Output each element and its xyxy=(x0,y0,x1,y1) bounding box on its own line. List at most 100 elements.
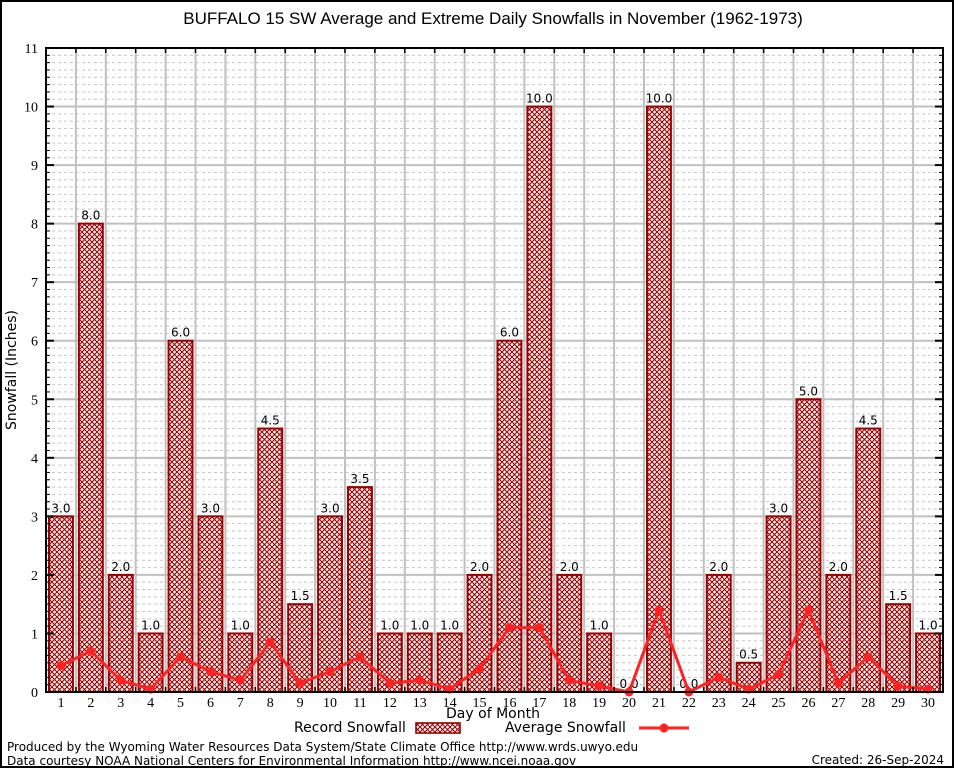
bar-value-label: 1.5 xyxy=(889,589,908,603)
legend-average-snowfall-label: Average Snowfall xyxy=(504,720,626,736)
record-snowfall-bar xyxy=(645,105,672,693)
average-snowfall-point xyxy=(893,681,903,691)
x-tick-label: 18 xyxy=(562,696,576,711)
x-tick-label: 15 xyxy=(473,696,487,711)
x-tick-label: 5 xyxy=(177,696,184,711)
average-snowfall-point xyxy=(534,623,544,633)
average-snowfall-point xyxy=(325,667,335,677)
record-snowfall-bar xyxy=(556,573,583,694)
legend: Record Snowfall Average Snowfall xyxy=(44,719,942,737)
average-snowfall-point xyxy=(295,678,305,688)
bar-value-label: 2.0 xyxy=(111,560,130,574)
average-snowfall-point xyxy=(564,675,574,685)
bar-value-label: 6.0 xyxy=(171,326,190,340)
bar-value-label: 3.0 xyxy=(51,501,70,515)
bar-value-label: 1.0 xyxy=(919,618,938,632)
record-snowfall-bar xyxy=(765,515,792,694)
x-tick-label: 23 xyxy=(712,696,726,711)
record-snowfall-bar xyxy=(317,515,344,694)
bar-value-label: 1.0 xyxy=(231,618,250,632)
average-snowfall-point xyxy=(594,681,604,691)
bar-value-label: 0.5 xyxy=(739,648,758,662)
record-snowfall-bar xyxy=(795,398,822,693)
bar-value-label: 2.0 xyxy=(560,560,579,574)
bar-value-label: 1.0 xyxy=(590,618,609,632)
average-snowfall-point xyxy=(863,652,873,662)
y-tick-label: 4 xyxy=(31,452,38,467)
chart-title: BUFFALO 15 SW Average and Extreme Daily … xyxy=(183,9,803,28)
average-snowfall-point xyxy=(415,675,425,685)
y-tick-label: 0 xyxy=(31,686,38,701)
y-tick-label: 10 xyxy=(24,101,38,116)
average-snowfall-point xyxy=(774,669,784,679)
footer-data-courtesy: Data courtesy NOAA National Centers for … xyxy=(7,754,577,768)
x-tick-label: 30 xyxy=(921,696,935,711)
y-tick-label: 3 xyxy=(31,510,38,525)
footer-produced-by: Produced by the Wyoming Water Resources … xyxy=(7,740,639,754)
average-snowfall-point xyxy=(86,646,96,656)
record-snowfall-bar xyxy=(107,573,134,694)
average-snowfall-point xyxy=(355,652,365,662)
record-snowfall-bar xyxy=(915,632,942,693)
average-snowfall-point xyxy=(176,652,186,662)
x-tick-label: 1 xyxy=(57,696,64,711)
bar-value-label: 8.0 xyxy=(81,209,100,223)
average-snowfall-point xyxy=(205,667,215,677)
x-tick-label: 28 xyxy=(861,696,875,711)
x-tick-label: 14 xyxy=(443,696,457,711)
x-tick-label: 6 xyxy=(207,696,214,711)
bar-value-label: 6.0 xyxy=(500,326,519,340)
x-tick-label: 3 xyxy=(117,696,124,711)
bar-value-label: 1.5 xyxy=(291,589,310,603)
record-snowfall-swatch-icon xyxy=(415,722,461,734)
y-tick-label: 7 xyxy=(31,276,38,291)
average-snowfall-point xyxy=(714,672,724,682)
average-snowfall-line-sample-icon xyxy=(638,723,689,733)
average-snowfall-point xyxy=(116,675,126,685)
average-snowfall-point xyxy=(475,664,485,674)
x-tick-label: 4 xyxy=(147,696,154,711)
bar-value-label: 10.0 xyxy=(526,92,553,106)
bar-value-label: 10.0 xyxy=(646,92,673,106)
record-snowfall-bar xyxy=(526,105,553,693)
x-tick-label: 22 xyxy=(682,696,696,711)
average-snowfall-point xyxy=(56,661,66,671)
x-tick-label: 19 xyxy=(592,696,606,711)
bar-value-label: 2.0 xyxy=(709,560,728,574)
y-tick-label: 2 xyxy=(31,569,38,584)
x-tick-label: 7 xyxy=(237,696,244,711)
x-tick-label: 12 xyxy=(383,696,397,711)
record-snowfall-bar xyxy=(197,515,224,694)
bar-value-label: 3.5 xyxy=(350,472,369,486)
y-tick-labels: 0 1 2 3 4 5 6 7 8 9 10 11 xyxy=(24,42,38,701)
x-tick-label: 2 xyxy=(87,696,94,711)
average-snowfall-point xyxy=(803,605,813,615)
y-tick-label: 6 xyxy=(31,335,38,350)
y-tick-label: 1 xyxy=(31,627,38,642)
bar-value-label: 3.0 xyxy=(321,501,340,515)
bar-value-label: 3.0 xyxy=(769,501,788,515)
x-tick-label: 16 xyxy=(502,696,516,711)
bar-value-labels: 3.0 8.0 2.0 1.0 6.0 3.0 1.0 4.5 1.5 3.0 3.5 1.0 1.0 1… xyxy=(51,92,937,691)
bar-value-label: 1.0 xyxy=(410,618,429,632)
x-tick-label: 21 xyxy=(652,696,666,711)
bar-value-label: 1.0 xyxy=(141,618,160,632)
bar-value-label: 4.5 xyxy=(261,414,280,428)
average-snowfall-point xyxy=(504,623,514,633)
x-tick-label: 29 xyxy=(891,696,905,711)
x-tick-label: 10 xyxy=(323,696,337,711)
x-tick-label: 20 xyxy=(622,696,636,711)
record-snowfall-bar xyxy=(77,222,104,694)
y-tick-label: 8 xyxy=(31,218,38,233)
y-tick-label: 9 xyxy=(31,159,38,174)
record-snowfall-bars xyxy=(47,105,942,694)
grid-major xyxy=(46,48,943,692)
x-tick-label: 27 xyxy=(831,696,845,711)
average-snowfall-point xyxy=(654,605,664,615)
bar-value-label: 5.0 xyxy=(799,384,818,398)
bar-value-label: 1.0 xyxy=(380,618,399,632)
average-snowfall-point xyxy=(833,678,843,688)
x-tick-label: 26 xyxy=(801,696,815,711)
